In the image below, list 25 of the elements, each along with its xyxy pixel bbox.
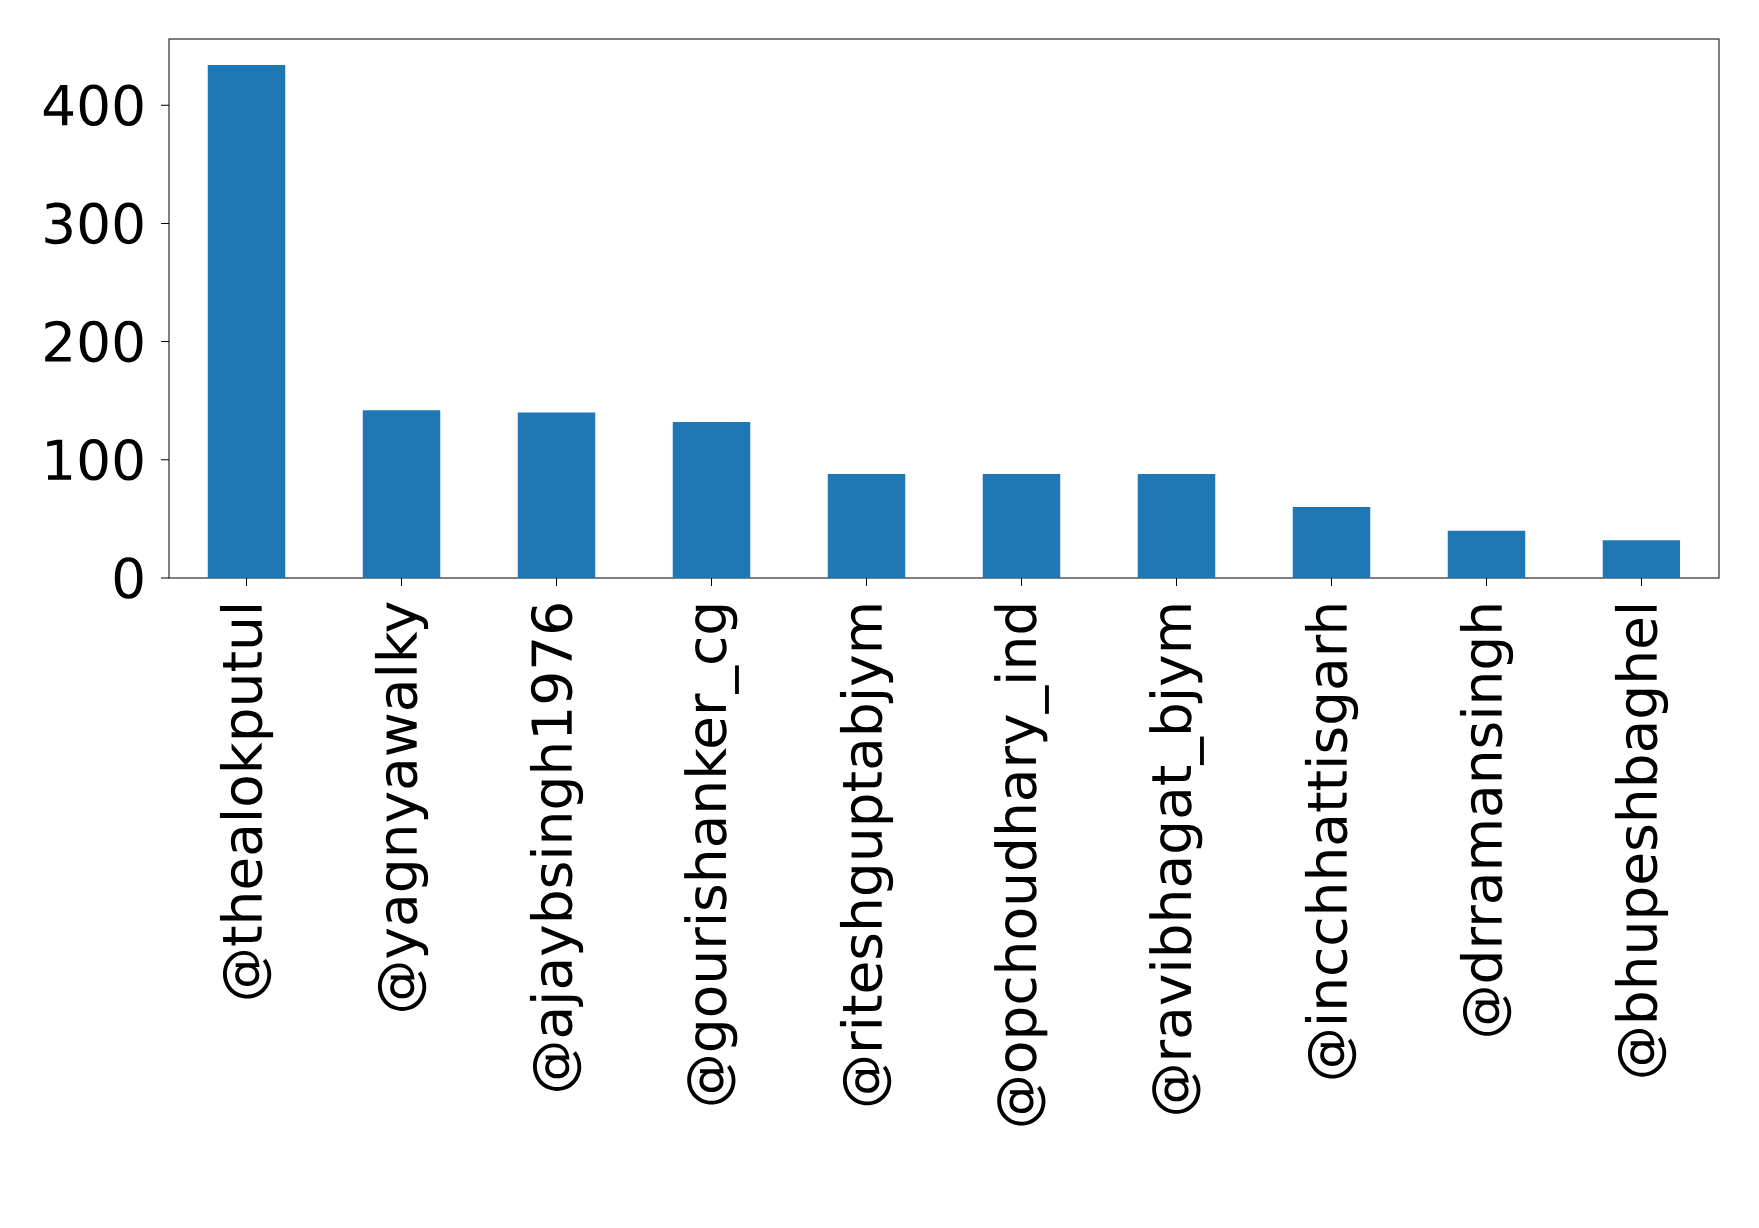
y-tick-label: 0 (114, 557, 143, 599)
bar (362, 410, 441, 578)
x-tick-label: @yagnyawalky (374, 602, 429, 1011)
x-tick-label: @opchoudhary_ind (994, 605, 1049, 1126)
x-tick-label: @ravibhagat_bjym (1149, 605, 1204, 1114)
bar (1447, 530, 1526, 578)
bar (1602, 540, 1681, 578)
x-tick-label: @ajaybsingh1976 (529, 604, 584, 1091)
bar (1137, 473, 1216, 578)
y-tick-label: 400 (43, 84, 143, 126)
bar (517, 412, 596, 578)
bar (1292, 507, 1371, 578)
y-tick-label: 300 (45, 202, 143, 245)
bar (982, 473, 1061, 578)
y-tick-label: 200 (45, 320, 143, 363)
bar (672, 421, 751, 578)
x-tick-label: @gourishanker_cg (684, 605, 739, 1105)
x-tick-label: @incchhattisgarh (1304, 605, 1359, 1079)
bar (207, 64, 286, 578)
bar (827, 473, 906, 578)
x-tick-label: @thealokputul (219, 605, 274, 999)
x-tick-label: @bhupeshbaghel (1614, 605, 1669, 1077)
x-tick-label: @drramansingh (1459, 605, 1514, 1036)
x-tick-label: @riteshguptabjym (839, 605, 894, 1106)
y-tick-label: 100 (47, 438, 143, 481)
